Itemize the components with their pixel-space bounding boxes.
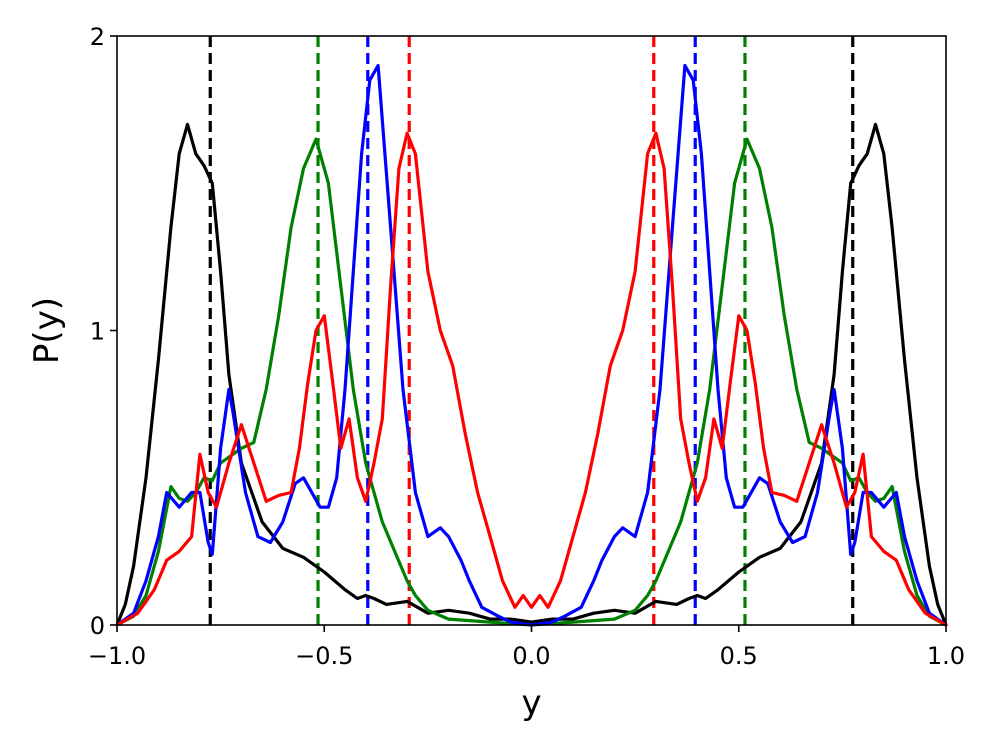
series-line-0 bbox=[115, 122, 948, 627]
y-tick-label: 2 bbox=[90, 23, 105, 51]
series-lines bbox=[115, 63, 948, 627]
series-line-2 bbox=[115, 63, 948, 627]
x-tick-label: 1.0 bbox=[927, 642, 965, 670]
y-axis-title: P(y) bbox=[27, 297, 67, 364]
x-tick-label: −0.5 bbox=[295, 642, 353, 670]
axis-ticks: −1.0 −0.5 0.0 0.5 1.0 0 1 2 bbox=[88, 23, 965, 670]
y-tick-label: 1 bbox=[90, 318, 105, 346]
x-tick-label: −1.0 bbox=[88, 642, 146, 670]
series-line-3 bbox=[115, 131, 948, 627]
vertical-reference-lines bbox=[208, 36, 855, 625]
x-tick-label: 0.5 bbox=[720, 642, 758, 670]
y-tick-label: 0 bbox=[90, 612, 105, 640]
series-line-1 bbox=[115, 137, 948, 627]
x-axis-title: y bbox=[521, 683, 541, 723]
x-tick-label: 0.0 bbox=[512, 642, 550, 670]
plot-frame bbox=[116, 35, 947, 626]
